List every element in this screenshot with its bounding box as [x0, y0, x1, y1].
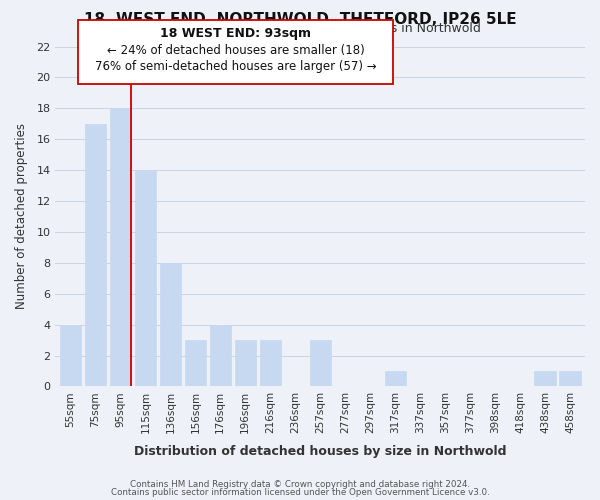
Bar	[310, 340, 331, 386]
Text: Contains HM Land Registry data © Crown copyright and database right 2024.: Contains HM Land Registry data © Crown c…	[130, 480, 470, 489]
Bar	[260, 340, 281, 386]
Text: Contains public sector information licensed under the Open Government Licence v3: Contains public sector information licen…	[110, 488, 490, 497]
Text: 18 WEST END: 93sqm: 18 WEST END: 93sqm	[160, 27, 311, 40]
Bar	[535, 371, 556, 386]
Bar	[60, 324, 81, 386]
Bar	[85, 124, 106, 386]
Bar	[185, 340, 206, 386]
Bar	[209, 324, 231, 386]
Bar	[235, 340, 256, 386]
Text: Size of property relative to detached houses in Northwold: Size of property relative to detached ho…	[119, 22, 481, 35]
Text: 76% of semi-detached houses are larger (57) →: 76% of semi-detached houses are larger (…	[95, 60, 376, 73]
Text: 18, WEST END, NORTHWOLD, THETFORD, IP26 5LE: 18, WEST END, NORTHWOLD, THETFORD, IP26 …	[83, 12, 517, 26]
Bar	[110, 108, 131, 386]
Bar	[135, 170, 156, 386]
Y-axis label: Number of detached properties: Number of detached properties	[15, 124, 28, 310]
Bar	[385, 371, 406, 386]
Bar	[160, 263, 181, 386]
Bar	[559, 371, 581, 386]
Text: ← 24% of detached houses are smaller (18): ← 24% of detached houses are smaller (18…	[107, 44, 364, 57]
X-axis label: Distribution of detached houses by size in Northwold: Distribution of detached houses by size …	[134, 444, 506, 458]
